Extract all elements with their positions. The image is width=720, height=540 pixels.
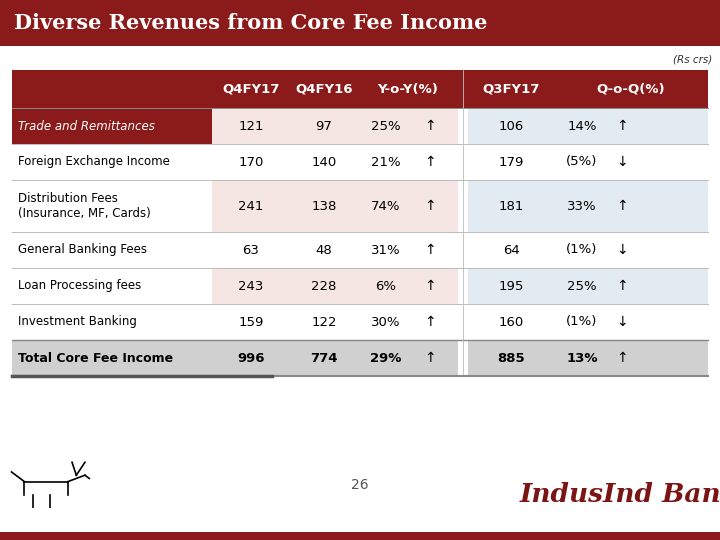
- Text: 122: 122: [311, 315, 337, 328]
- Bar: [212, 268, 458, 304]
- Text: 33%: 33%: [567, 199, 597, 213]
- Text: 181: 181: [498, 199, 523, 213]
- Bar: [12, 180, 212, 232]
- Text: 64: 64: [503, 244, 519, 256]
- Bar: [12, 340, 212, 376]
- Text: 6%: 6%: [376, 280, 397, 293]
- Bar: [468, 180, 708, 232]
- Bar: [458, 180, 468, 232]
- Text: Q-o-Q(%): Q-o-Q(%): [597, 83, 665, 96]
- Text: 25%: 25%: [372, 119, 401, 132]
- Text: Total Core Fee Income: Total Core Fee Income: [18, 352, 173, 365]
- Text: 241: 241: [238, 199, 264, 213]
- Text: (1%): (1%): [567, 244, 598, 256]
- Bar: [458, 268, 468, 304]
- Text: 243: 243: [238, 280, 264, 293]
- Text: ↑: ↑: [616, 199, 628, 213]
- Bar: [12, 70, 708, 108]
- Text: General Banking Fees: General Banking Fees: [18, 244, 147, 256]
- Text: 195: 195: [498, 280, 523, 293]
- Bar: [212, 108, 458, 144]
- Bar: [212, 340, 458, 376]
- Bar: [212, 232, 458, 268]
- Text: 31%: 31%: [372, 244, 401, 256]
- Text: ↑: ↑: [424, 351, 436, 365]
- Bar: [12, 144, 212, 180]
- Bar: [468, 232, 708, 268]
- Text: 138: 138: [311, 199, 337, 213]
- Bar: [468, 304, 708, 340]
- Text: 159: 159: [238, 315, 264, 328]
- Bar: [458, 340, 468, 376]
- Bar: [458, 232, 468, 268]
- Bar: [458, 304, 468, 340]
- Bar: [12, 108, 212, 144]
- Bar: [468, 108, 708, 144]
- Bar: [468, 268, 708, 304]
- Text: 14%: 14%: [567, 119, 597, 132]
- Text: 106: 106: [498, 119, 523, 132]
- Text: 179: 179: [498, 156, 523, 168]
- Text: (1%): (1%): [567, 315, 598, 328]
- Bar: [12, 268, 212, 304]
- Text: Q4FY16: Q4FY16: [295, 83, 353, 96]
- Text: ↑: ↑: [424, 119, 436, 133]
- Bar: [468, 144, 708, 180]
- Text: (Rs crs): (Rs crs): [672, 55, 712, 65]
- Bar: [212, 180, 458, 232]
- Bar: [0, 532, 720, 540]
- Text: 63: 63: [243, 244, 259, 256]
- Text: 996: 996: [238, 352, 265, 365]
- Text: ↑: ↑: [616, 119, 628, 133]
- Bar: [0, 0, 720, 46]
- Bar: [458, 108, 468, 144]
- Text: 160: 160: [498, 315, 523, 328]
- Text: Investment Banking: Investment Banking: [18, 315, 137, 328]
- Text: Y-o-Y(%): Y-o-Y(%): [377, 83, 438, 96]
- Text: 30%: 30%: [372, 315, 401, 328]
- Text: 29%: 29%: [370, 352, 402, 365]
- Text: 21%: 21%: [372, 156, 401, 168]
- Text: Loan Processing fees: Loan Processing fees: [18, 280, 141, 293]
- Text: Distribution Fees
(Insurance, MF, Cards): Distribution Fees (Insurance, MF, Cards): [18, 192, 150, 220]
- Text: Trade and Remittances: Trade and Remittances: [18, 119, 155, 132]
- Bar: [212, 304, 458, 340]
- Text: 74%: 74%: [372, 199, 401, 213]
- Text: (5%): (5%): [567, 156, 598, 168]
- Text: 97: 97: [315, 119, 333, 132]
- Text: IndusInd Bank: IndusInd Bank: [520, 483, 720, 508]
- Text: 885: 885: [498, 352, 525, 365]
- Text: ↑: ↑: [424, 315, 436, 329]
- Bar: [458, 144, 468, 180]
- Text: ↑: ↑: [424, 243, 436, 257]
- Text: 140: 140: [311, 156, 337, 168]
- Text: 48: 48: [315, 244, 333, 256]
- Text: ↑: ↑: [616, 279, 628, 293]
- Text: 121: 121: [238, 119, 264, 132]
- Text: 228: 228: [311, 280, 337, 293]
- Text: Diverse Revenues from Core Fee Income: Diverse Revenues from Core Fee Income: [14, 13, 487, 33]
- Bar: [12, 304, 212, 340]
- Text: ↑: ↑: [424, 279, 436, 293]
- Text: ↓: ↓: [616, 315, 628, 329]
- Bar: [212, 144, 458, 180]
- Text: 170: 170: [238, 156, 264, 168]
- Text: ↓: ↓: [616, 243, 628, 257]
- Text: ↑: ↑: [616, 351, 628, 365]
- Text: ↓: ↓: [616, 155, 628, 169]
- Text: Q4FY17: Q4FY17: [222, 83, 279, 96]
- Text: ↑: ↑: [424, 199, 436, 213]
- Text: ↑: ↑: [424, 155, 436, 169]
- Text: 26: 26: [351, 478, 369, 492]
- Text: Foreign Exchange Income: Foreign Exchange Income: [18, 156, 170, 168]
- Bar: [12, 232, 212, 268]
- Text: 774: 774: [310, 352, 338, 365]
- Bar: [468, 340, 708, 376]
- Text: 25%: 25%: [567, 280, 597, 293]
- Text: 13%: 13%: [566, 352, 598, 365]
- Text: Q3FY17: Q3FY17: [482, 83, 540, 96]
